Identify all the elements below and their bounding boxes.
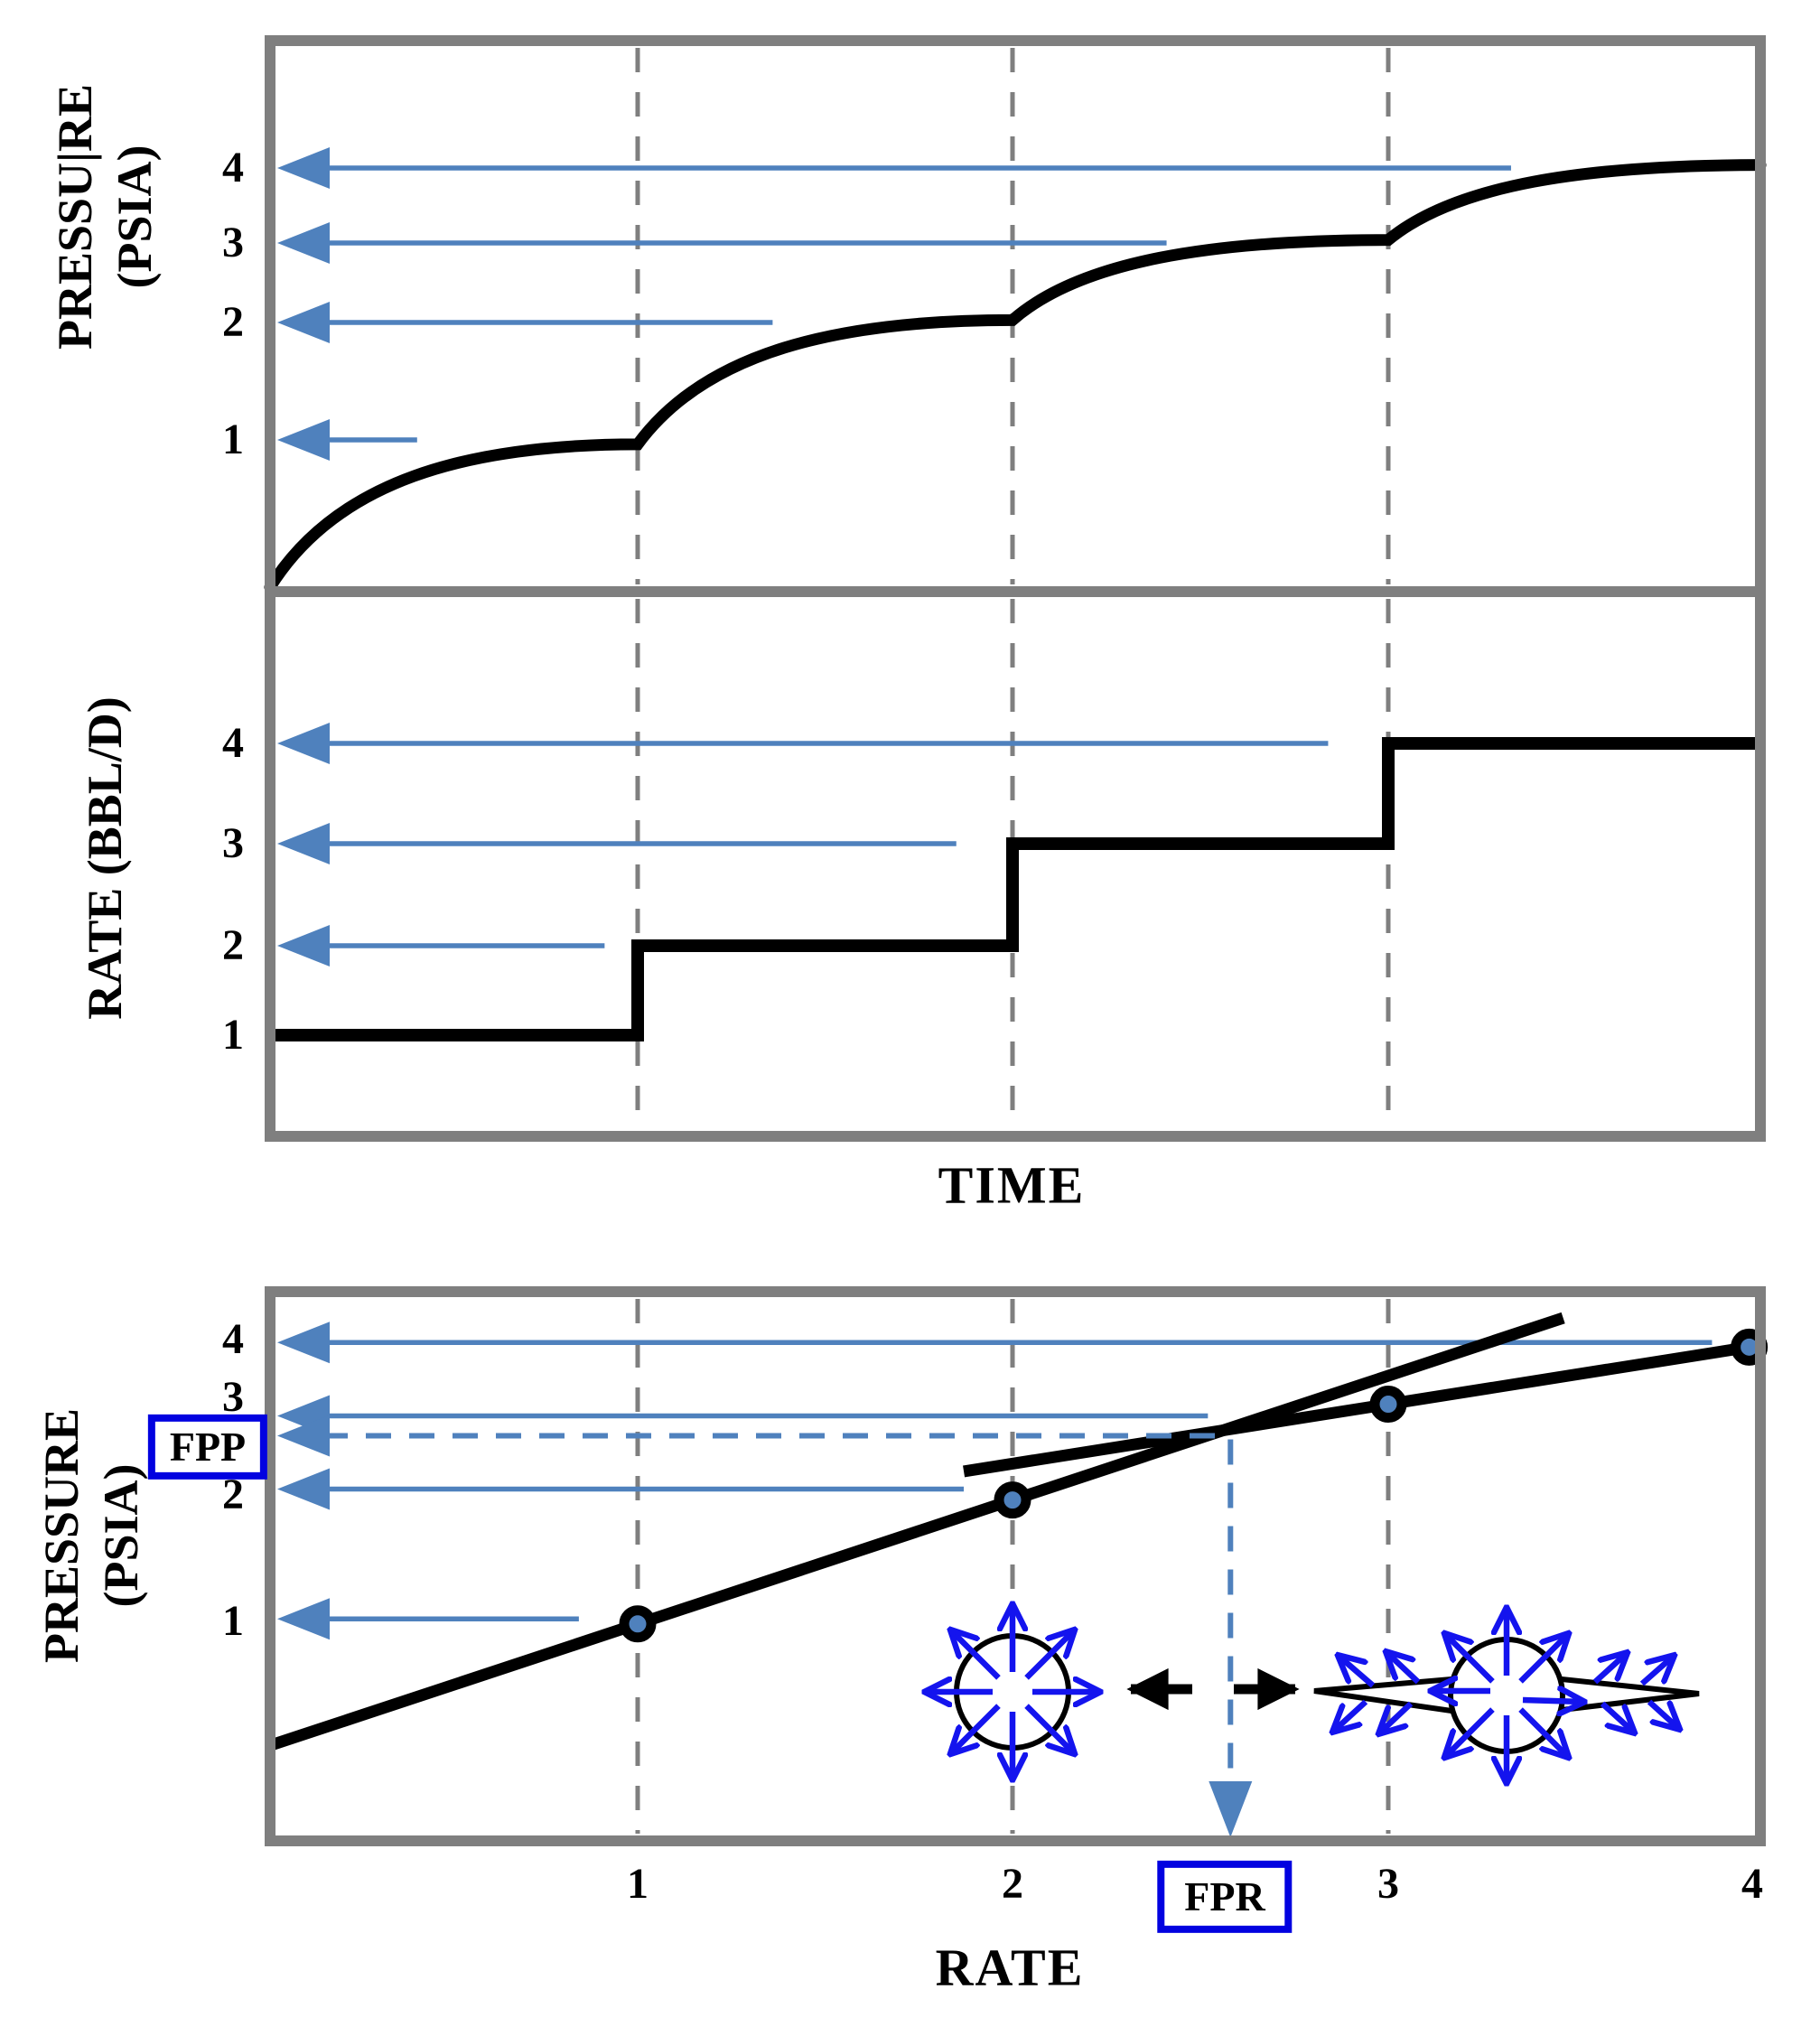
fractured-well-icon [1313,1610,1700,1781]
bottom-panel-xtick-1: 1 [627,1860,649,1908]
crossplot-pressure-arrow-head [277,1468,330,1510]
fracture-outflow-arrow [1592,1654,1626,1685]
middle-panel-ytick-3: 3 [222,819,244,867]
radial-outflow-arrow [1446,1635,1495,1684]
top-panel-ytick-4: 4 [222,144,244,191]
fracture-outflow-arrow [1334,1699,1368,1731]
bottom-panel-xtick-2: 2 [1002,1860,1023,1908]
fracture-outflow-arrow [1639,1657,1673,1686]
bottom-panel-border [265,1286,1766,1846]
radial-outflow-arrow [1518,1707,1568,1757]
fracture-trend-line [963,1340,1750,1478]
time-axis-title: TIME [938,1155,1086,1215]
fracture-outflow-arrow [1522,1700,1582,1702]
data-point-2 [994,1481,1031,1519]
radial-outflow-arrow [1024,1631,1074,1680]
radial-flow-well-icon [927,1606,1098,1778]
crossplot-pressure-arrow-head [277,1598,330,1640]
fracture-outflow-arrow [1380,1701,1414,1732]
pressure-level-arrow-head [277,302,330,343]
fracture-outflow-arrow [1339,1657,1376,1688]
radial-outflow-arrow [952,1704,1001,1753]
middle-panel-ytick-2: 2 [222,921,244,969]
rate-level-arrow-head [277,823,330,864]
middle-panel-ytick-1: 1 [222,1011,244,1059]
bottom-panel-ytick-2: 2 [222,1471,244,1518]
radial-outflow-arrow [1446,1707,1495,1757]
fpr-label-box: FPR [1157,1860,1293,1934]
left-fracture-wing [1313,1676,1452,1714]
right-fracture-wing [1561,1676,1700,1713]
top-panel-ytick-2: 2 [222,298,244,346]
bottom-panel-ytick-3: 3 [222,1373,244,1421]
data-point-3 [1369,1386,1407,1424]
fracture-outflow-arrow [1600,1701,1633,1732]
data-point-1 [619,1605,657,1643]
pressure-level-arrow-head [277,222,330,264]
radial-outflow-arrow [1518,1635,1568,1684]
bottom-panel-xtick-3: 3 [1377,1860,1399,1908]
top-panel-ytick-3: 3 [222,219,244,266]
pressure-level-arrow-head [277,419,330,461]
middle-panel-ytick-4: 4 [222,719,244,767]
fracture-outflow-arrow [1387,1653,1421,1685]
crossplot-pressure-arrow-head [277,1322,330,1364]
bottom-panel-xtick-4: 4 [1741,1860,1763,1908]
rate-level-arrow-head [277,925,330,967]
pressure-buildup-curve [264,159,1767,593]
radial-outflow-arrow [952,1631,1001,1680]
fpp-dashed-line-head [277,1415,330,1457]
bottom-panel-ytick-4: 4 [222,1315,244,1363]
rate-level-arrow-head [277,723,330,764]
middle-panel-border [265,586,1766,1142]
bottom-panel-ylabel: PRESSURE (PSIA) [34,1407,148,1664]
fpp-label-box: FPP [147,1414,268,1480]
radial-outflow-arrow [1024,1704,1074,1753]
middle-panel-ylabel: RATE (BBL/D) [78,696,133,1020]
fpr-dashed-line-head [1209,1781,1253,1837]
top-panel-ytick-1: 1 [222,416,244,463]
matrix-trend-line [267,1312,1565,1751]
rate-axis-title: RATE [935,1938,1085,1997]
pressure-level-arrow-head [277,147,330,189]
rate-staircase [270,737,1760,1041]
top-panel-ylabel: PRESSU|RE (PSIA) [48,84,162,350]
bottom-panel-ytick-1: 1 [222,1597,244,1645]
fracture-outflow-arrow [1647,1699,1678,1728]
